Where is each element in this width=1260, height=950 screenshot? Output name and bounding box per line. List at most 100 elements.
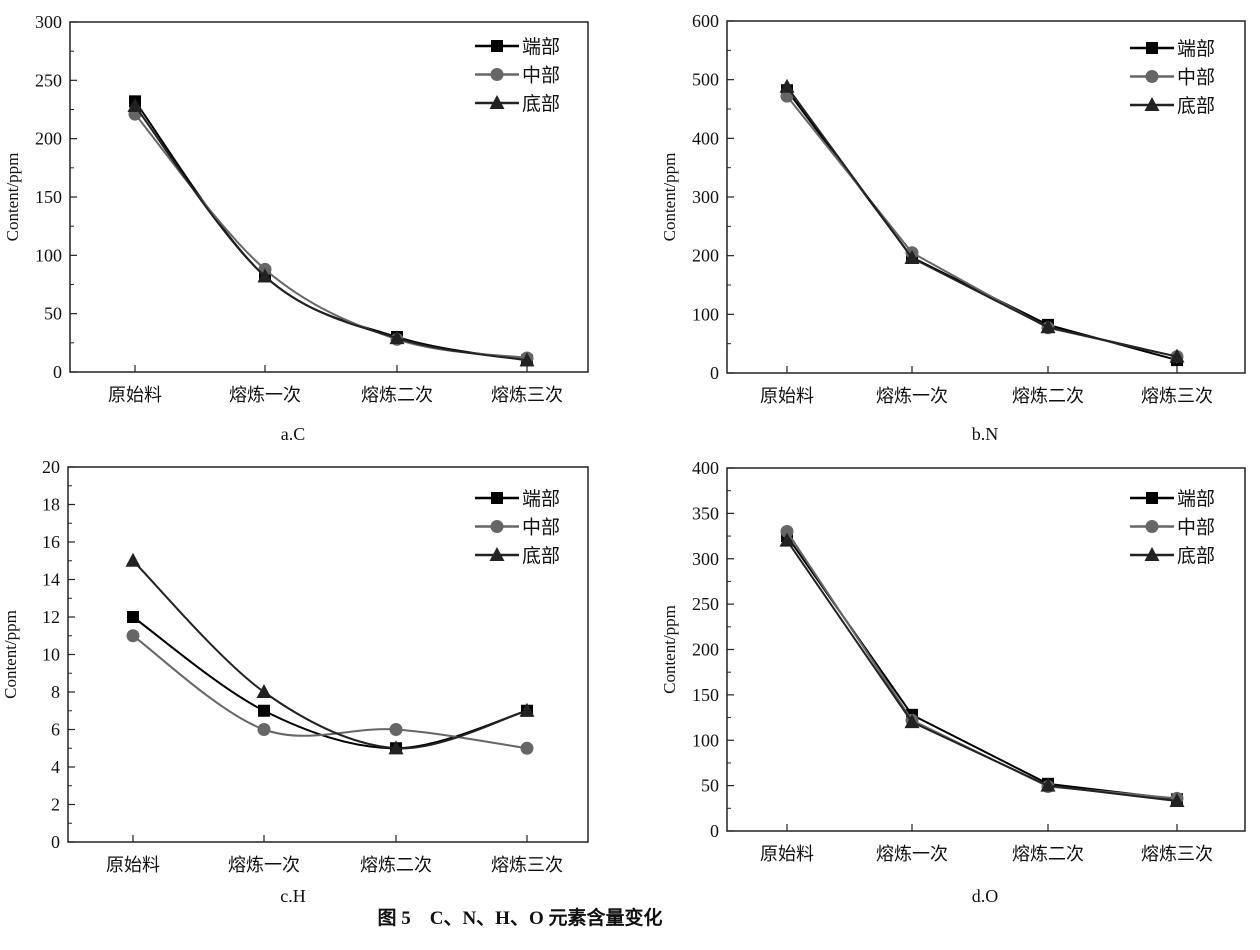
x-tick-label: 熔炼三次	[491, 855, 563, 875]
series-triangle	[779, 78, 1185, 363]
data-point-triangle	[1040, 777, 1056, 792]
data-point-triangle	[388, 740, 404, 755]
x-tick-label: 熔炼一次	[228, 855, 300, 875]
data-point-circle	[257, 723, 271, 736]
plot-frame	[726, 20, 1246, 374]
y-tick-label: 4	[51, 757, 60, 777]
y-tick-label: 8	[51, 682, 60, 702]
y-tick-label: 300	[692, 187, 719, 207]
legend-marker-triangle	[1144, 97, 1160, 111]
x-tick-label: 熔炼一次	[229, 385, 301, 405]
panel-label: a.C	[281, 424, 306, 444]
x-tick-label: 熔炼一次	[876, 844, 948, 864]
series-line	[786, 95, 1178, 358]
y-tick-label: 6	[51, 720, 60, 740]
series-line	[134, 113, 528, 359]
data-point-triangle	[125, 552, 141, 567]
series-line	[786, 86, 1178, 358]
data-point-triangle	[1040, 319, 1056, 334]
legend-label: 端部	[1177, 488, 1215, 510]
y-tick-label: 0	[51, 832, 60, 852]
series-triangle	[127, 98, 535, 367]
y-tick-label: 100	[35, 245, 62, 265]
legend-label: 中部	[1177, 517, 1215, 539]
chart-panel-ch: 0 2 4 6 8 10 12 14 16 18 20 原始料 熔炼一次 熔炼二次 熔炼三次 Content/…	[1, 457, 589, 906]
y-tick-label: 0	[710, 821, 719, 841]
y-tick-label: 250	[692, 594, 719, 614]
series-line	[132, 616, 528, 750]
series-square	[781, 84, 1183, 367]
y-tick-label: 18	[42, 495, 60, 515]
data-point-triangle	[1169, 793, 1185, 808]
y-tick-label: 50	[44, 304, 62, 324]
legend-label: 底部	[1177, 545, 1215, 567]
panel-label: d.O	[972, 886, 999, 906]
y-tick-label: 100	[692, 304, 719, 324]
chart-panel-bn: 0 100 200 300 400 500 600 原始料 熔炼一次 熔炼二次 熔炼三次 Conten…	[660, 11, 1246, 444]
chart-panel-ac: 0 50 100 150 200 250 300 原始料 熔炼一次 熔炼二次 熔炼三次 Content…	[3, 12, 589, 444]
y-axis-label: Content/ppm	[660, 153, 679, 242]
y-tick-label: 400	[692, 458, 719, 478]
data-point-triangle	[256, 684, 272, 698]
legend-marker-triangle	[1144, 547, 1160, 561]
data-point-square	[258, 704, 270, 717]
x-tick-label: 熔炼三次	[1141, 844, 1213, 864]
legend-marker-triangle	[489, 547, 505, 561]
x-tick-label: 熔炼二次	[361, 385, 433, 405]
x-tick-label: 原始料	[760, 844, 814, 864]
data-point-circle	[520, 741, 534, 755]
data-point-triangle	[779, 532, 795, 547]
data-point-triangle	[519, 352, 535, 367]
x-tick-label: 熔炼一次	[876, 386, 948, 406]
y-tick-label: 14	[42, 570, 60, 590]
x-tick-label: 熔炼二次	[360, 855, 432, 875]
legend-label: 底部	[1177, 95, 1215, 117]
legend-marker-circle	[490, 520, 504, 533]
data-point-triangle	[1169, 348, 1185, 363]
series-line	[134, 105, 528, 362]
y-tick-label: 16	[42, 532, 60, 552]
data-point-circle	[126, 629, 140, 643]
x-tick-label: 熔炼二次	[1012, 844, 1084, 864]
y-axis-label: Content/ppm	[660, 605, 679, 694]
series-square	[129, 95, 533, 367]
y-tick-label: 300	[692, 549, 719, 569]
x-tick-label: 原始料	[106, 855, 160, 875]
panel-label: c.H	[280, 886, 306, 906]
legend-marker-circle	[1145, 70, 1159, 83]
y-tick-label: 500	[692, 70, 719, 90]
plot-frame	[67, 466, 589, 843]
series-triangle	[779, 532, 1185, 808]
x-tick-label: 熔炼二次	[1012, 386, 1084, 406]
legend-marker-circle	[490, 68, 504, 81]
series-triangle	[125, 552, 535, 755]
data-point-triangle	[519, 702, 535, 717]
x-tick-label: 原始料	[108, 385, 162, 405]
chart-panel-do: 0 50 100 150 200 250 300 350 400 原始料 熔炼一次 熔炼二次 熔炼三次 C…	[660, 458, 1246, 906]
y-tick-label: 300	[35, 12, 62, 32]
y-tick-label: 250	[35, 70, 62, 90]
legend-label: 中部	[522, 65, 560, 87]
y-tick-label: 50	[701, 776, 719, 796]
series-circle	[128, 107, 534, 365]
legend-marker-circle	[1145, 520, 1159, 533]
y-tick-label: 12	[42, 607, 60, 627]
y-tick-label: 0	[710, 363, 719, 383]
data-point-triangle	[127, 98, 143, 112]
legend-marker-square	[1146, 42, 1158, 54]
series-line	[132, 560, 528, 750]
y-tick-label: 150	[692, 685, 719, 705]
legend-label: 端部	[1177, 38, 1215, 60]
legend-marker-square	[1146, 492, 1158, 504]
legend-label: 中部	[522, 517, 560, 539]
y-tick-label: 600	[692, 11, 719, 31]
series-line	[786, 89, 1178, 362]
plot-frame	[726, 467, 1246, 832]
data-point-triangle	[904, 714, 920, 729]
x-tick-label: 熔炼三次	[491, 385, 563, 405]
legend-label: 底部	[522, 93, 560, 115]
y-tick-label: 200	[692, 640, 719, 660]
series-line	[786, 540, 1178, 803]
series-line	[134, 100, 528, 362]
